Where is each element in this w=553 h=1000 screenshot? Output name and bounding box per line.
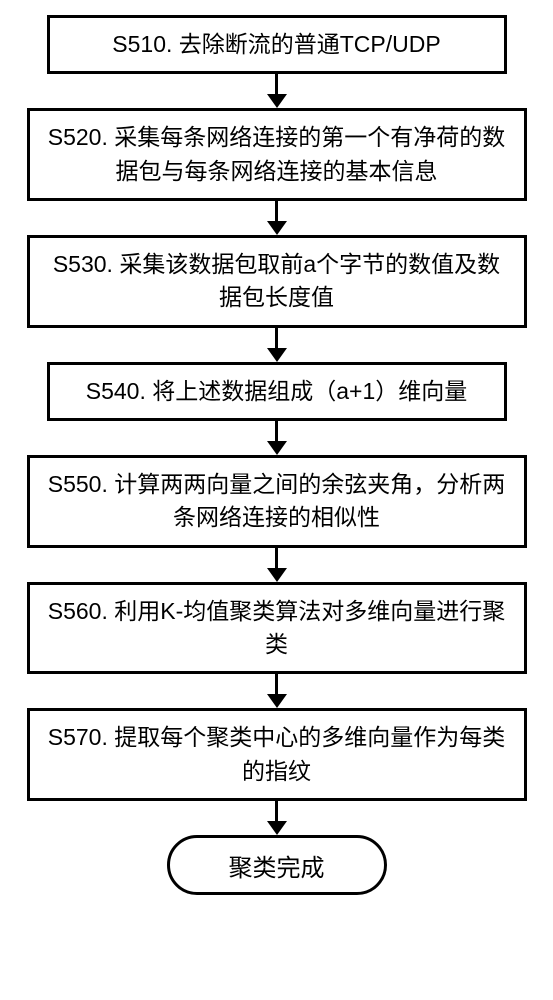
arrow-line [275, 201, 278, 221]
step-s510-label: S510. 去除断流的普通TCP/UDP [112, 28, 440, 61]
arrow-6 [267, 674, 287, 708]
step-s560-label: S560. 利用K-均值聚类算法对多维向量进行聚类 [44, 595, 510, 662]
arrow-5 [267, 548, 287, 582]
step-s570-label: S570. 提取每个聚类中心的多维向量作为每类的指纹 [44, 721, 510, 788]
arrow-2 [267, 201, 287, 235]
arrow-head [267, 348, 287, 362]
arrow-head [267, 221, 287, 235]
arrow-line [275, 674, 278, 694]
arrow-head [267, 94, 287, 108]
arrow-1 [267, 74, 287, 108]
flowchart-container: S510. 去除断流的普通TCP/UDP S520. 采集每条网络连接的第一个有… [0, 15, 553, 895]
arrow-line [275, 421, 278, 441]
arrow-4 [267, 421, 287, 455]
step-s550: S550. 计算两两向量之间的余弦夹角，分析两条网络连接的相似性 [27, 455, 527, 548]
step-s570: S570. 提取每个聚类中心的多维向量作为每类的指纹 [27, 708, 527, 801]
step-s520: S520. 采集每条网络连接的第一个有净荷的数据包与每条网络连接的基本信息 [27, 108, 527, 201]
step-s550-label: S550. 计算两两向量之间的余弦夹角，分析两条网络连接的相似性 [44, 468, 510, 535]
step-s560: S560. 利用K-均值聚类算法对多维向量进行聚类 [27, 582, 527, 675]
arrow-line [275, 548, 278, 568]
arrow-7 [267, 801, 287, 835]
arrow-3 [267, 328, 287, 362]
terminator-end: 聚类完成 [167, 835, 387, 895]
arrow-head [267, 821, 287, 835]
step-s530-label: S530. 采集该数据包取前a个字节的数值及数据包长度值 [44, 248, 510, 315]
step-s510: S510. 去除断流的普通TCP/UDP [47, 15, 507, 74]
arrow-line [275, 328, 278, 348]
step-s520-label: S520. 采集每条网络连接的第一个有净荷的数据包与每条网络连接的基本信息 [44, 121, 510, 188]
step-s530: S530. 采集该数据包取前a个字节的数值及数据包长度值 [27, 235, 527, 328]
arrow-head [267, 441, 287, 455]
arrow-line [275, 801, 278, 821]
arrow-line [275, 74, 278, 94]
step-s540-label: S540. 将上述数据组成（a+1）维向量 [86, 375, 468, 408]
arrow-head [267, 568, 287, 582]
terminator-label: 聚类完成 [229, 848, 325, 883]
arrow-head [267, 694, 287, 708]
step-s540: S540. 将上述数据组成（a+1）维向量 [47, 362, 507, 421]
